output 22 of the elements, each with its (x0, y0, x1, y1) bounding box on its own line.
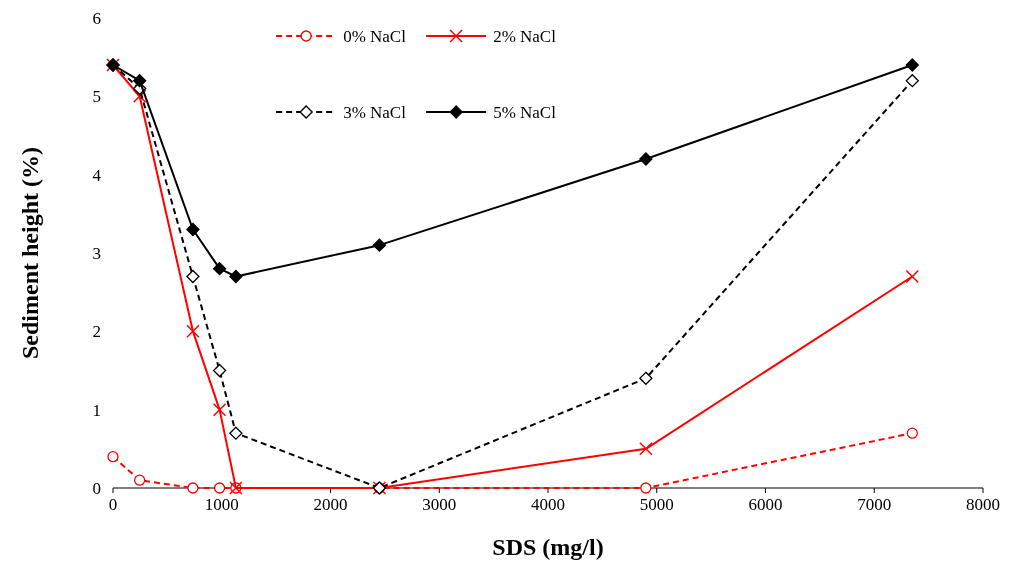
legend-label: 0% NaCl (343, 26, 407, 46)
x-tick-label: 5000 (639, 495, 674, 514)
legend-label: 2% NaCl (493, 26, 557, 46)
legend-label: 5% NaCl (493, 102, 557, 122)
y-tick-label: 4 (92, 165, 102, 185)
x-axis-title: SDS (mg/l) (492, 534, 604, 560)
y-axis-title: Sediment height (%) (17, 147, 43, 359)
legend-label: 3% NaCl (343, 102, 407, 122)
x-tick-label: 0 (108, 495, 118, 514)
x-tick-label: 6000 (748, 495, 783, 514)
x-tick-label: 1000 (204, 495, 239, 514)
x-tick-label: 8000 (966, 495, 1000, 514)
x-tick-label: 7000 (857, 495, 892, 514)
y-tick-label: 6 (92, 8, 101, 28)
x-tick-label: 3000 (422, 495, 457, 514)
x-tick-label: 2000 (313, 495, 348, 514)
y-tick-label: 2 (92, 322, 101, 342)
y-tick-label: 1 (92, 400, 101, 420)
x-tick-label: 4000 (531, 495, 565, 514)
y-tick-label: 0 (92, 478, 101, 498)
y-tick-label: 5 (92, 87, 101, 107)
y-tick-label: 3 (92, 243, 101, 263)
